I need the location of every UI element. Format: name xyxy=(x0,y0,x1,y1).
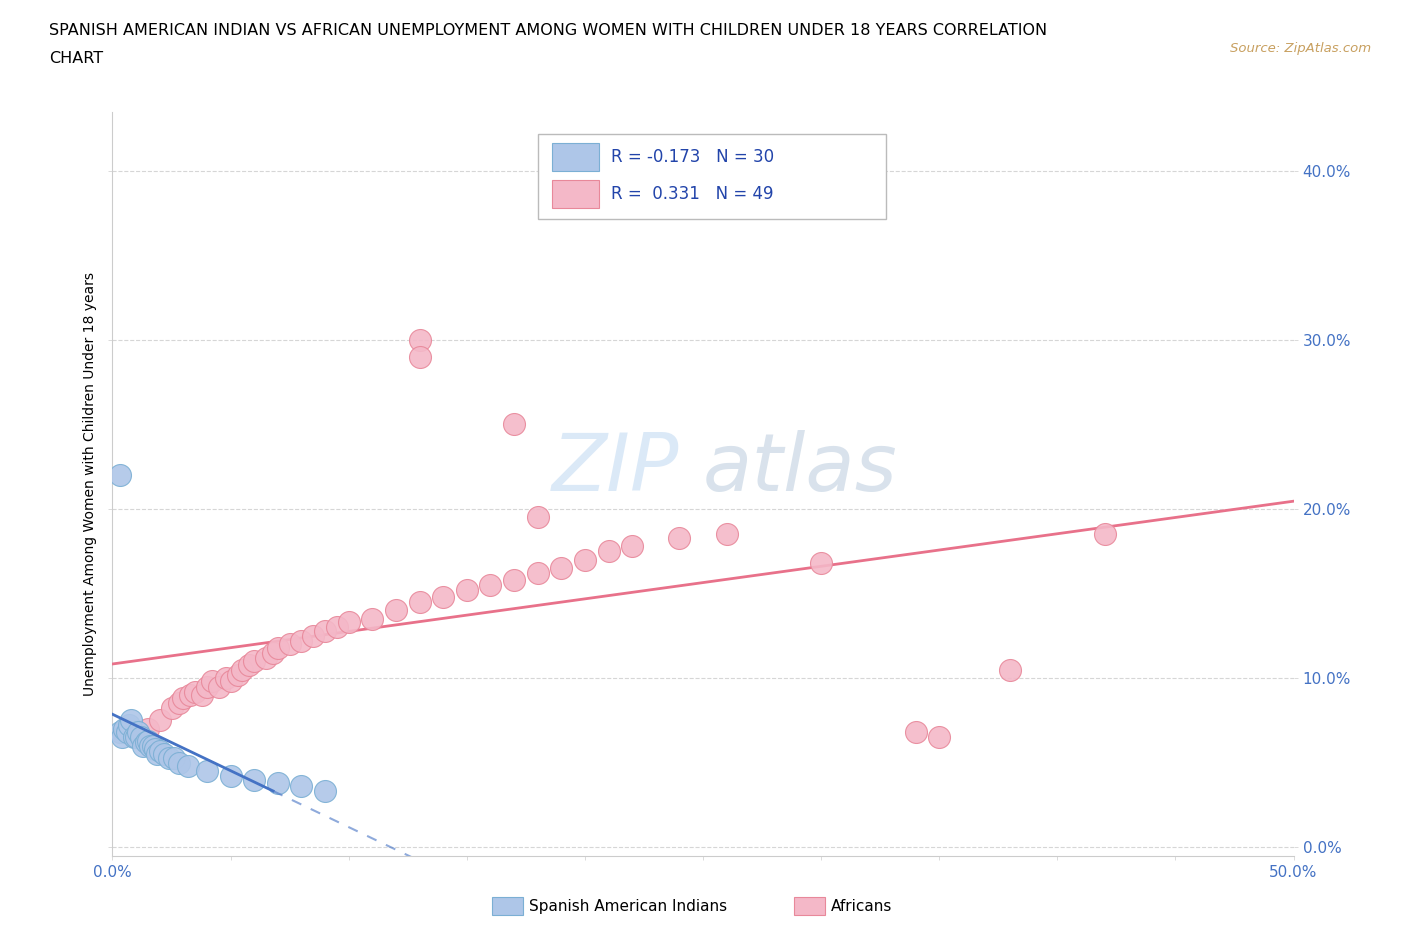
Text: atlas: atlas xyxy=(703,430,898,508)
Spanish American Indians xyxy=(136,733,159,748)
Africans xyxy=(408,350,430,365)
Bar xyxy=(551,143,599,171)
Africans xyxy=(302,629,325,644)
Spanish American Indians xyxy=(267,776,290,790)
Africans xyxy=(810,555,832,570)
Africans xyxy=(432,590,454,604)
Africans xyxy=(243,654,266,669)
Bar xyxy=(551,180,599,208)
Text: R = -0.173   N = 30: R = -0.173 N = 30 xyxy=(610,148,775,166)
Spanish American Indians xyxy=(314,784,336,799)
Spanish American Indians xyxy=(112,722,135,737)
Africans xyxy=(219,674,242,689)
Africans xyxy=(201,674,224,689)
Spanish American Indians xyxy=(115,724,138,739)
Africans xyxy=(998,662,1021,677)
Africans xyxy=(314,623,336,638)
Y-axis label: Unemployment Among Women with Children Under 18 years: Unemployment Among Women with Children U… xyxy=(83,272,97,696)
Spanish American Indians xyxy=(243,772,266,787)
Africans xyxy=(503,573,526,588)
Africans xyxy=(668,530,690,545)
Africans xyxy=(479,578,502,592)
Text: Source: ZipAtlas.com: Source: ZipAtlas.com xyxy=(1230,42,1371,55)
Spanish American Indians xyxy=(125,730,148,745)
Spanish American Indians xyxy=(111,730,134,745)
Africans xyxy=(408,332,430,347)
Spanish American Indians xyxy=(195,764,218,778)
Africans xyxy=(184,684,207,699)
Africans xyxy=(238,658,260,672)
Africans xyxy=(598,544,620,559)
Africans xyxy=(254,650,277,665)
Spanish American Indians xyxy=(177,759,200,774)
Africans xyxy=(928,730,950,745)
Spanish American Indians xyxy=(132,738,155,753)
Africans xyxy=(574,552,596,567)
Spanish American Indians xyxy=(135,735,157,750)
Spanish American Indians xyxy=(142,738,165,753)
Africans xyxy=(149,713,172,728)
Africans xyxy=(262,645,284,660)
Africans xyxy=(231,662,253,677)
Africans xyxy=(716,527,738,542)
Spanish American Indians xyxy=(143,741,166,756)
Spanish American Indians xyxy=(122,730,145,745)
Africans xyxy=(408,594,430,609)
Spanish American Indians xyxy=(120,713,142,728)
Africans xyxy=(526,565,548,580)
Spanish American Indians xyxy=(139,738,162,753)
Africans xyxy=(456,583,478,598)
Africans xyxy=(160,701,183,716)
Africans xyxy=(226,667,249,682)
Spanish American Indians xyxy=(129,730,152,745)
Africans xyxy=(1094,527,1116,542)
Text: SPANISH AMERICAN INDIAN VS AFRICAN UNEMPLOYMENT AMONG WOMEN WITH CHILDREN UNDER : SPANISH AMERICAN INDIAN VS AFRICAN UNEMP… xyxy=(49,23,1047,38)
Spanish American Indians xyxy=(167,755,190,770)
Text: ZIP: ZIP xyxy=(553,430,679,508)
Africans xyxy=(167,696,190,711)
Africans xyxy=(550,561,572,576)
Africans xyxy=(172,691,194,706)
Africans xyxy=(179,687,201,702)
Text: Spanish American Indians: Spanish American Indians xyxy=(529,899,727,914)
Africans xyxy=(326,620,349,635)
Africans xyxy=(526,510,548,525)
Africans xyxy=(215,671,238,685)
Spanish American Indians xyxy=(108,468,131,483)
Spanish American Indians xyxy=(163,751,186,765)
Spanish American Indians xyxy=(219,769,242,784)
Spanish American Indians xyxy=(146,747,169,762)
Africans xyxy=(267,640,290,655)
Text: R =  0.331   N = 49: R = 0.331 N = 49 xyxy=(610,185,773,203)
Spanish American Indians xyxy=(118,718,141,733)
Spanish American Indians xyxy=(290,778,312,793)
Text: CHART: CHART xyxy=(49,51,103,66)
Text: Africans: Africans xyxy=(831,899,893,914)
FancyBboxPatch shape xyxy=(537,134,886,219)
Africans xyxy=(125,730,148,745)
Africans xyxy=(195,679,218,694)
Africans xyxy=(191,687,214,702)
Africans xyxy=(208,679,231,694)
Africans xyxy=(290,633,312,648)
Africans xyxy=(337,615,360,630)
Africans xyxy=(904,724,927,739)
Spanish American Indians xyxy=(108,724,131,739)
Spanish American Indians xyxy=(127,724,149,739)
Spanish American Indians xyxy=(153,747,176,762)
Africans xyxy=(503,417,526,432)
Africans xyxy=(361,611,384,626)
Spanish American Indians xyxy=(149,743,172,758)
Africans xyxy=(385,603,408,618)
Africans xyxy=(621,538,644,553)
Spanish American Indians xyxy=(157,751,180,765)
Africans xyxy=(278,637,301,652)
Africans xyxy=(136,722,159,737)
